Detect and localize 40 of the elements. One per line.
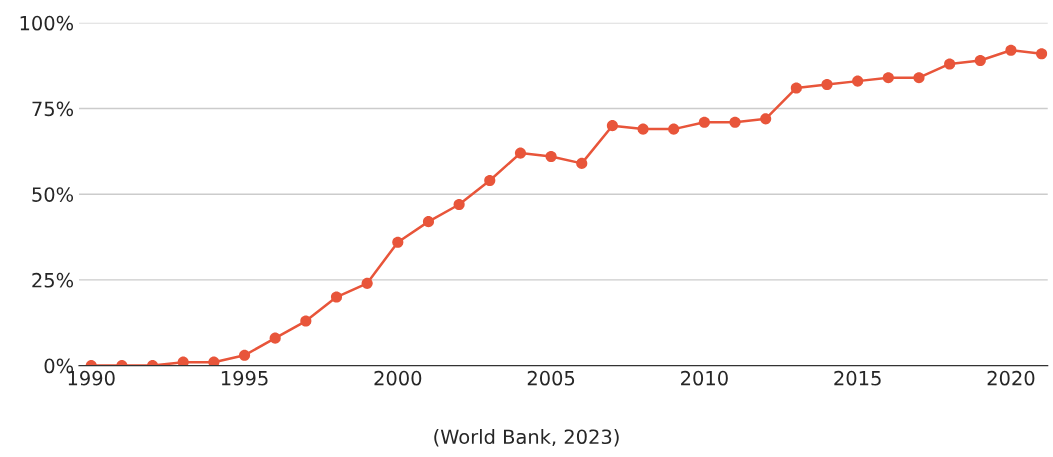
point xyxy=(392,236,404,248)
point xyxy=(300,315,312,327)
point xyxy=(821,78,833,91)
y-tick-label: 100% xyxy=(20,15,74,31)
y-tick-label: 75% xyxy=(32,101,74,117)
point xyxy=(852,75,864,87)
point xyxy=(606,120,618,132)
point xyxy=(422,216,435,228)
point xyxy=(698,116,710,128)
x-tick-label: 2020 xyxy=(987,370,1035,386)
point xyxy=(453,198,465,211)
text: (World Bank, 2023) xyxy=(434,429,619,447)
y-tick-label: 25% xyxy=(32,272,74,288)
point xyxy=(637,123,649,135)
x-tick-label: 1995 xyxy=(221,370,268,386)
point xyxy=(1005,44,1017,56)
point xyxy=(576,157,588,169)
y-tick-label: 50% xyxy=(32,187,74,202)
point xyxy=(668,123,680,135)
point xyxy=(729,116,741,128)
x-tick-label: 2005 xyxy=(527,370,575,386)
point xyxy=(238,349,251,361)
point xyxy=(790,82,802,94)
point xyxy=(882,72,894,84)
point xyxy=(944,58,956,70)
x-tick-label: 2015 xyxy=(834,370,881,386)
point xyxy=(1036,48,1048,60)
point xyxy=(545,150,557,163)
point xyxy=(913,72,925,84)
x-tick-label: 2000 xyxy=(374,370,422,386)
point xyxy=(208,356,220,366)
point xyxy=(361,277,373,289)
point xyxy=(484,174,496,187)
point xyxy=(514,147,526,159)
point xyxy=(974,55,986,67)
point xyxy=(269,332,281,344)
point xyxy=(330,291,343,303)
point xyxy=(760,113,772,125)
x-tick-label: 2010 xyxy=(681,370,728,386)
point xyxy=(177,356,189,366)
